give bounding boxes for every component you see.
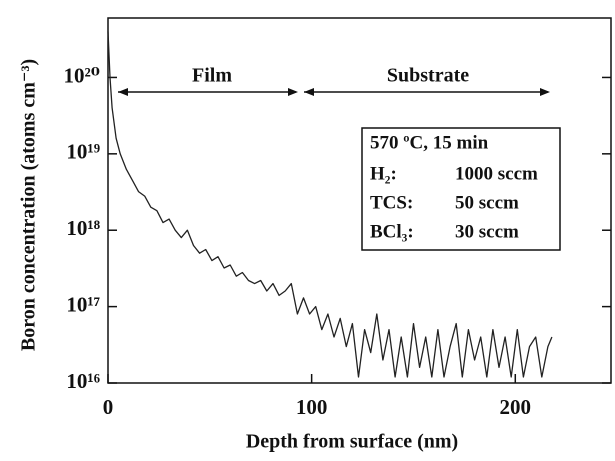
arrows: [118, 88, 550, 96]
condition-value: 30 sccm: [455, 221, 519, 242]
y-tick-label: 10¹⁹: [66, 140, 100, 164]
annotation: Film: [192, 65, 232, 87]
x-tick-label: 100: [296, 395, 328, 419]
condition-text: 570 ºC, 15 min: [370, 132, 489, 153]
y-tick-label: 10¹⁷: [66, 292, 100, 316]
x-axis-label: Depth from surface (nm): [246, 431, 458, 453]
condition-label: H₂:: [370, 163, 397, 184]
x-tick-label: 200: [500, 395, 532, 419]
conditions-box: [361, 127, 561, 251]
condition-value: 50 sccm: [455, 192, 519, 213]
y-tick-label: 10²⁰: [64, 63, 101, 87]
x-tick-label: 0: [103, 395, 114, 419]
condition-label: BCl₃:: [370, 221, 414, 242]
y-axis-label: Boron concentration (atoms cm⁻³): [18, 59, 40, 351]
condition-label: TCS:: [370, 192, 413, 213]
y-tick-label: 10¹⁶: [66, 369, 100, 393]
condition-value: 1000 sccm: [455, 163, 538, 184]
annotation: Substrate: [387, 65, 469, 87]
data-line: [107, 31, 553, 378]
y-tick-label: 10¹⁸: [66, 216, 100, 240]
plot-frame: [107, 17, 612, 384]
